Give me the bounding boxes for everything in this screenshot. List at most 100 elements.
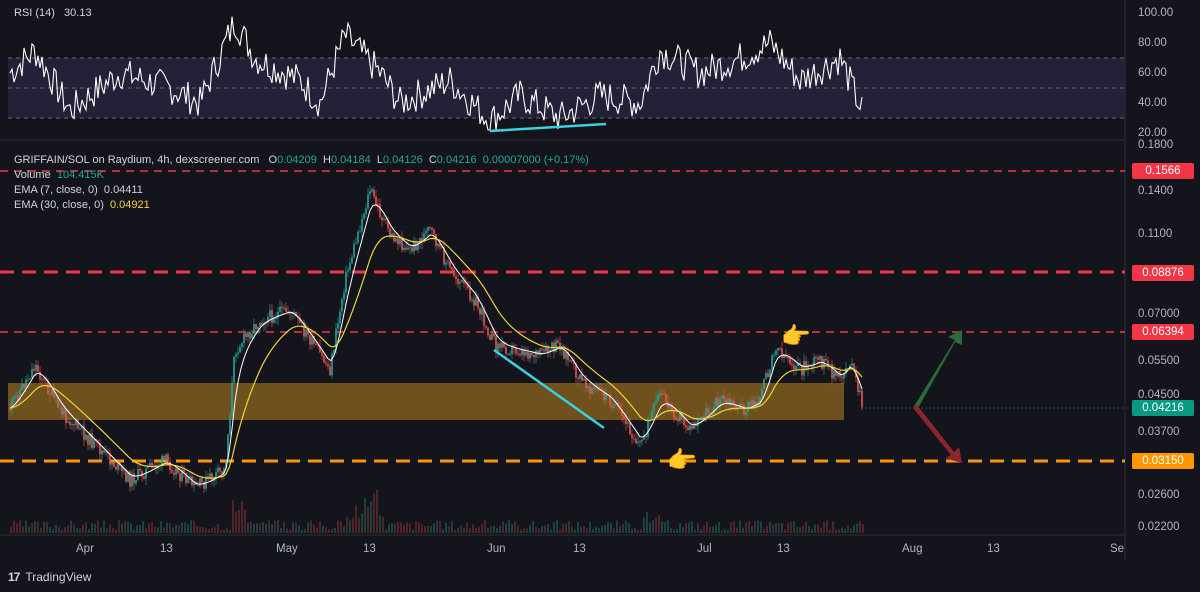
- volume-bar: [184, 522, 186, 533]
- volume-bar: [457, 527, 459, 533]
- volume-bar: [763, 529, 765, 533]
- candle-body: [21, 383, 23, 391]
- candle-body: [667, 401, 669, 408]
- volume-bar: [541, 525, 543, 533]
- candle-body: [583, 378, 585, 381]
- time-axis-tick: Aug: [902, 543, 923, 555]
- candle-body: [87, 434, 89, 445]
- time-axis-tick: Jun: [487, 543, 506, 555]
- volume-bar: [232, 500, 234, 533]
- candle-body: [291, 313, 293, 315]
- candle-body: [627, 422, 629, 424]
- candle-body: [177, 468, 179, 474]
- candle-body: [731, 400, 733, 405]
- candle-body: [317, 345, 319, 347]
- candle-body: [383, 219, 385, 221]
- candle-body: [647, 419, 649, 437]
- volume-bar: [400, 522, 402, 533]
- volume-bar: [190, 520, 192, 533]
- candle-body: [197, 484, 199, 486]
- volume-bar: [448, 525, 450, 533]
- volume-bar: [652, 520, 654, 533]
- volume-bar: [475, 528, 477, 533]
- volume-bar: [397, 522, 399, 533]
- volume-bar: [835, 529, 837, 533]
- candle-body: [29, 378, 31, 380]
- candle-body: [127, 471, 129, 482]
- candle-body: [491, 333, 493, 340]
- candle-body: [103, 450, 105, 453]
- volume-bar: [538, 528, 540, 533]
- candle-body: [789, 358, 791, 364]
- candle-body: [31, 368, 33, 379]
- candle-body: [345, 271, 347, 293]
- candle-body: [369, 191, 371, 195]
- candle-body: [189, 476, 191, 478]
- time-axis-tick: 13: [160, 543, 173, 555]
- volume-bar: [358, 517, 360, 533]
- volume-bar: [73, 524, 75, 533]
- tradingview-logo[interactable]: 17 TradingView: [8, 570, 91, 584]
- volume-bar: [346, 516, 348, 533]
- volume-bar: [151, 522, 153, 533]
- candle-body: [169, 461, 171, 471]
- candle-body: [93, 439, 95, 449]
- candle-body: [465, 283, 467, 285]
- volume-bar: [649, 522, 651, 533]
- volume-bar: [202, 527, 204, 533]
- candle-body: [433, 229, 435, 235]
- volume-bar: [154, 526, 156, 533]
- volume-bar: [430, 525, 432, 533]
- volume-bar: [238, 509, 240, 533]
- volume-bar: [766, 525, 768, 533]
- volume-bar: [64, 526, 66, 533]
- volume-bar: [754, 520, 756, 533]
- candle-body: [41, 379, 43, 381]
- ema7-label: EMA (7, close, 0): [14, 184, 98, 196]
- volume-bar: [460, 525, 462, 533]
- volume-bar: [616, 520, 618, 533]
- volume-bar: [628, 522, 630, 533]
- candle-body: [341, 299, 343, 312]
- candle-body: [165, 454, 167, 460]
- candle-body: [23, 383, 25, 388]
- volume-bar: [820, 527, 822, 533]
- candle-body: [495, 336, 497, 352]
- candle-body: [115, 466, 117, 470]
- candle-body: [443, 247, 445, 265]
- volume-bar: [694, 529, 696, 533]
- rsi-axis-tick: 20.00: [1138, 127, 1167, 139]
- volume-bar: [223, 529, 225, 533]
- candle-body: [35, 365, 37, 371]
- candle-body: [637, 441, 639, 443]
- candle-body: [639, 441, 641, 443]
- volume-bar: [373, 493, 375, 533]
- candle-body: [717, 397, 719, 408]
- candle-body: [535, 350, 537, 358]
- volume-bar: [256, 523, 258, 533]
- volume-bar: [274, 520, 276, 533]
- candle-body: [225, 462, 227, 469]
- candle-body: [457, 279, 459, 284]
- volume-bar: [709, 527, 711, 533]
- volume-bar: [424, 526, 426, 533]
- candle-body: [51, 389, 53, 395]
- volume-bar: [94, 524, 96, 533]
- candle-body: [527, 351, 529, 359]
- volume-bar: [502, 521, 504, 533]
- candle-body: [551, 342, 553, 350]
- volume-bar: [277, 520, 279, 533]
- candle-body: [283, 307, 285, 309]
- candle-body: [599, 389, 601, 391]
- candle-body: [375, 196, 377, 205]
- volume-bar: [802, 525, 804, 533]
- candle-body: [861, 390, 863, 408]
- candle-body: [285, 307, 287, 312]
- volume-bar: [856, 523, 858, 533]
- volume-bar: [685, 523, 687, 533]
- candle-body: [645, 436, 647, 438]
- volume-bar: [778, 523, 780, 533]
- candle-body: [523, 349, 525, 356]
- volume-bar: [472, 523, 474, 533]
